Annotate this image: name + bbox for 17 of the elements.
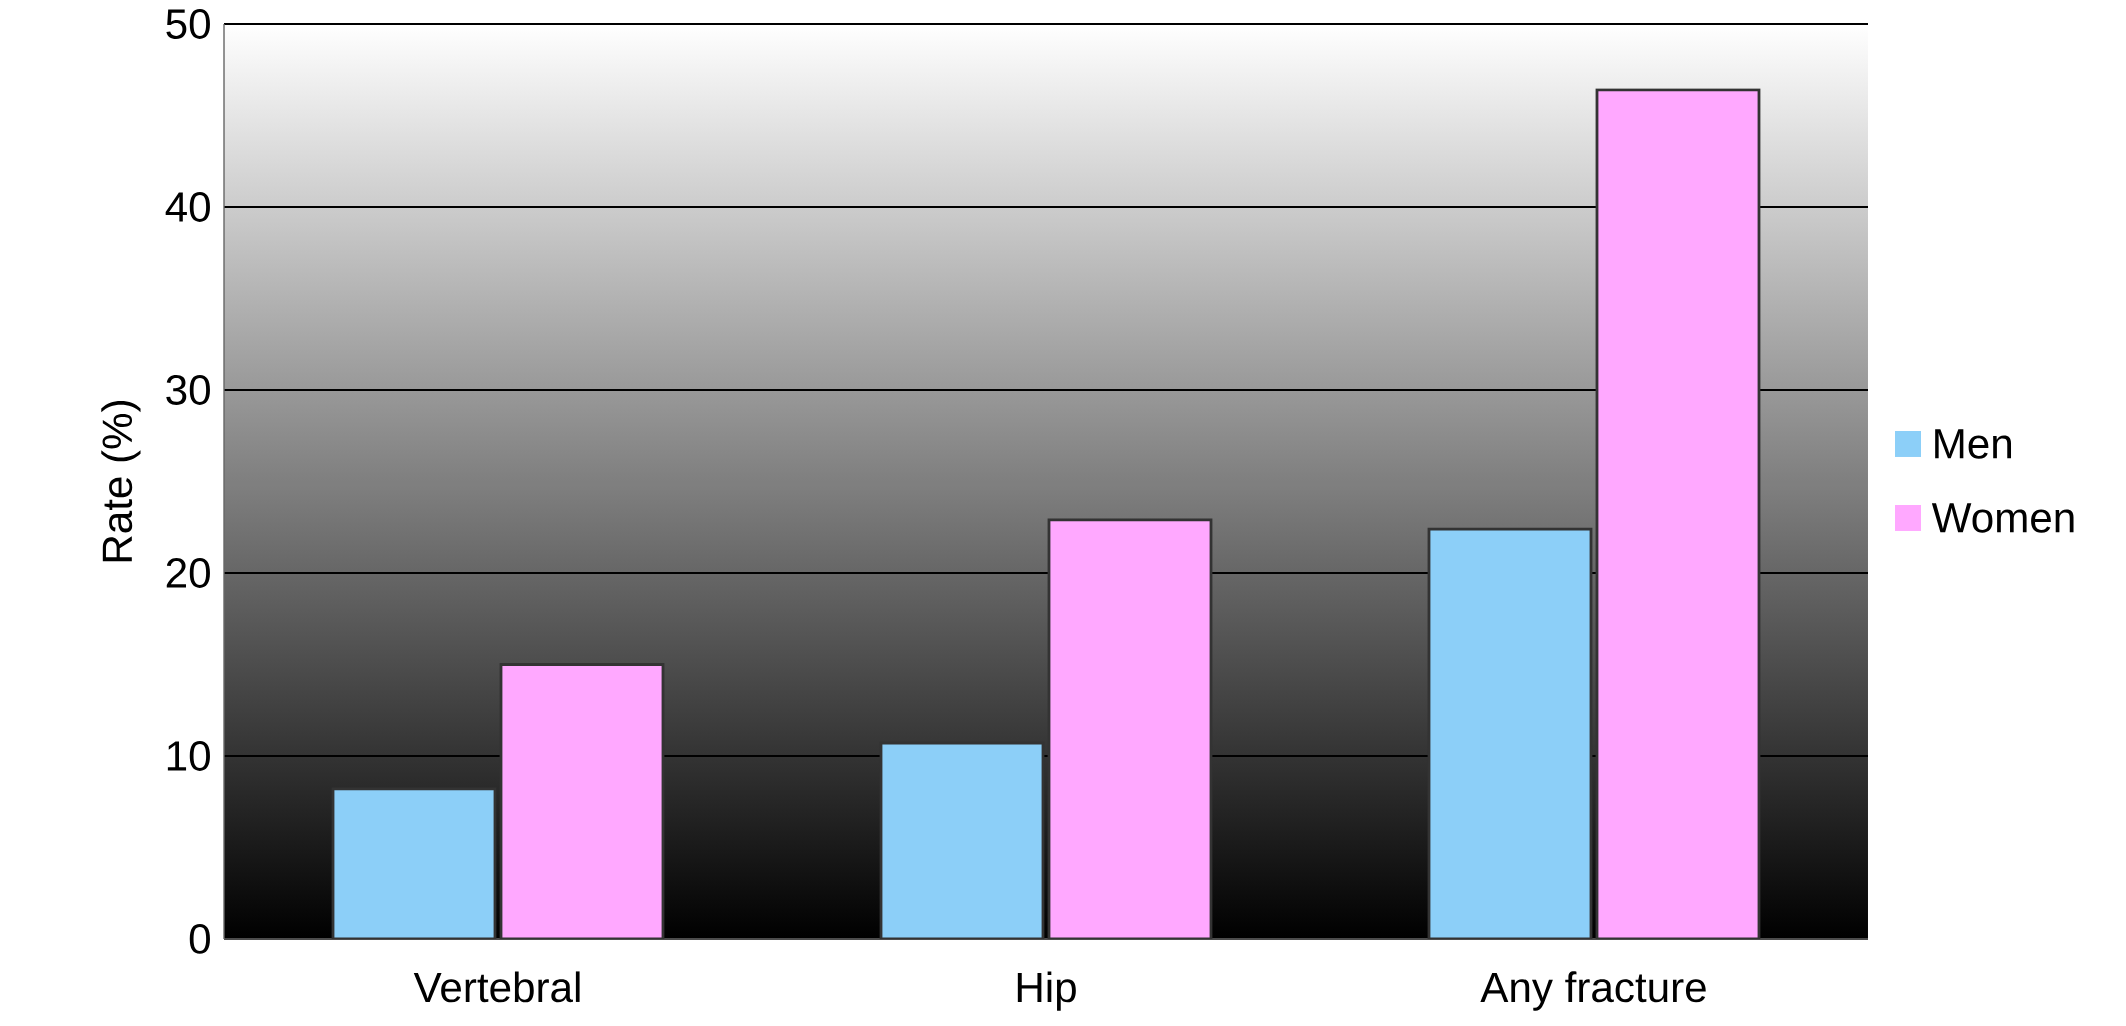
y-tick-label: 40 — [165, 192, 210, 222]
x-tick-label: Hip — [1017, 971, 1076, 1011]
bar — [331, 787, 497, 939]
y-axis-title: Rate (%) — [101, 400, 141, 562]
y-tick-label: 0 — [189, 924, 210, 954]
y-tick-label: 10 — [167, 741, 210, 771]
y-tick-label: 20 — [166, 558, 210, 588]
bar — [1047, 518, 1213, 939]
bar — [499, 663, 665, 939]
bar — [1595, 88, 1761, 939]
x-tick-label: Any fracture — [1480, 971, 1706, 1011]
y-tick-label: 30 — [166, 375, 210, 405]
y-tick-label: 50 — [166, 9, 210, 39]
bar — [1427, 527, 1593, 939]
x-tick-label: Vertebral — [413, 971, 580, 1003]
legend-label: Men — [1935, 429, 2012, 459]
legend-label: Women — [1931, 503, 2074, 533]
